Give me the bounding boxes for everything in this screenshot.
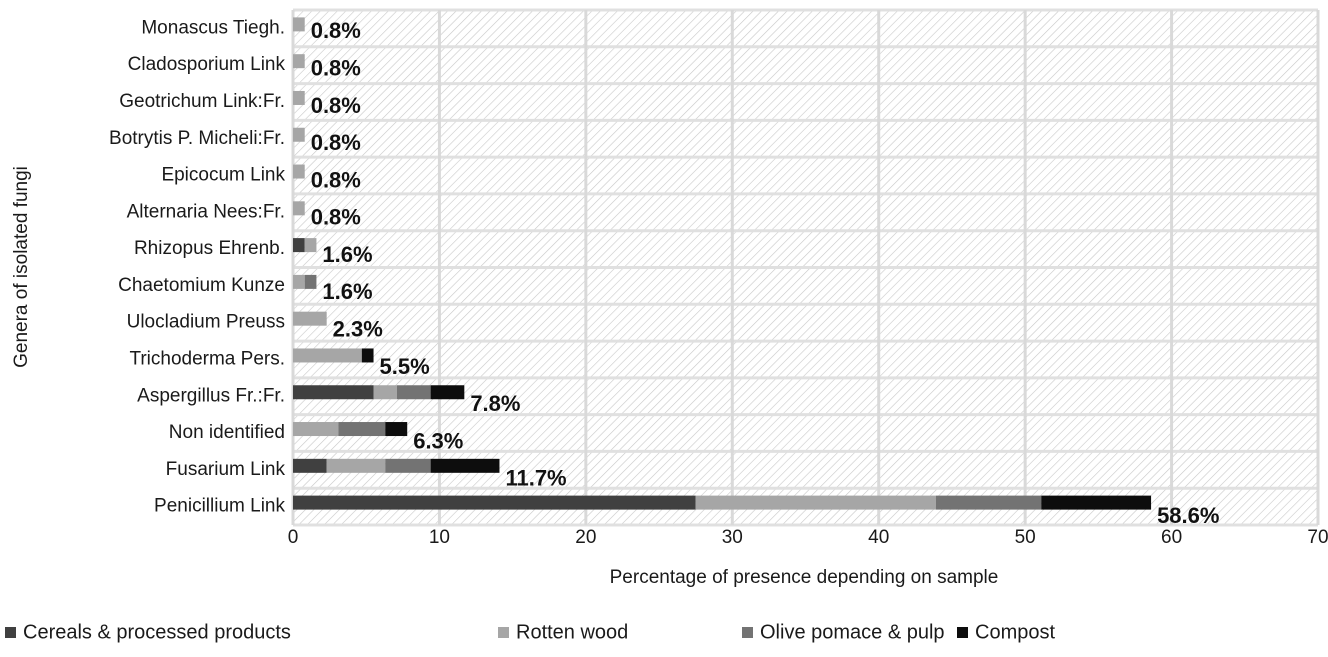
x-tick-label: 20: [575, 527, 596, 548]
bar-segment: [304, 238, 317, 253]
percent-label: 0.8%: [311, 205, 361, 230]
legend-swatch: [957, 627, 968, 638]
bar-segment: [293, 385, 374, 400]
bar-segment: [293, 274, 305, 289]
legend-label: Rotten wood: [516, 621, 628, 643]
bar-segment: [293, 458, 327, 473]
bar-segment: [304, 274, 317, 289]
y-tick-label: Rhizopus Ehrenb.: [134, 238, 285, 259]
y-axis-title: Genera of isolated fungi: [11, 166, 32, 368]
bar-segment: [293, 422, 339, 437]
percent-label: 0.8%: [311, 93, 361, 118]
y-tick-label: Aspergillus Fr.:Fr.: [137, 385, 285, 406]
bar-segment: [430, 385, 465, 400]
percent-label: 5.5%: [380, 354, 430, 379]
y-tick-label: Geotrichum Link:Fr.: [119, 91, 285, 112]
percent-label: 11.7%: [505, 466, 566, 491]
y-tick-label: Trichoderma Pers.: [129, 348, 285, 369]
y-tick-label: Cladosporium Link: [128, 54, 286, 75]
bar-segment: [361, 348, 374, 363]
y-tick-label: Ulocladium Preuss: [127, 312, 285, 333]
y-tick-label: Fusarium Link: [166, 459, 286, 480]
bar-segment: [293, 238, 305, 253]
y-tick-label: Botrytis P. Micheli:Fr.: [109, 128, 285, 149]
bar-segment: [1041, 495, 1152, 510]
percent-label: 2.3%: [333, 316, 383, 341]
bar-segment: [396, 385, 431, 400]
bar-segment: [293, 17, 305, 32]
bar-segment: [293, 90, 305, 105]
legend-swatch: [5, 627, 16, 638]
percent-label: 58.6%: [1157, 503, 1219, 528]
bar-segment: [293, 495, 696, 510]
legend-label: Compost: [975, 621, 1055, 643]
x-tick-label: 50: [1015, 527, 1036, 548]
y-tick-label: Epicocum Link: [161, 165, 285, 186]
x-tick-label: 70: [1307, 527, 1328, 548]
percent-label: 0.8%: [311, 18, 361, 43]
bar-segment: [430, 458, 500, 473]
x-tick-label: 0: [288, 527, 299, 548]
percent-label: 1.6%: [322, 242, 372, 267]
bar-segment: [695, 495, 936, 510]
x-tick-label: 30: [722, 527, 743, 548]
x-tick-label: 40: [868, 527, 889, 548]
y-tick-label: Penicillium Link: [154, 496, 285, 517]
bar-segment: [385, 422, 408, 437]
percent-label: 1.6%: [322, 279, 372, 304]
bar-segment: [293, 201, 305, 216]
bar-segment: [338, 422, 386, 437]
y-tick-label: Alternaria Nees:Fr.: [127, 201, 285, 222]
legend-label: Olive pomace & pulp: [760, 621, 945, 643]
bar-segment: [385, 458, 431, 473]
bar-segment: [293, 164, 305, 179]
x-axis-title: Percentage of presence depending on samp…: [610, 567, 999, 588]
percent-label: 0.8%: [311, 167, 361, 192]
percent-label: 6.3%: [413, 428, 463, 453]
y-tick-label: Non identified: [169, 422, 285, 443]
bar-segment: [293, 311, 327, 326]
bar-segment: [293, 348, 362, 363]
bar-segment: [326, 458, 386, 473]
y-tick-label: Monascus Tiegh.: [141, 17, 285, 38]
bar-segment: [293, 54, 305, 69]
y-tick-label: Chaetomium Kunze: [118, 275, 285, 296]
percent-label: 0.8%: [311, 55, 361, 80]
bar-segment: [373, 385, 397, 400]
x-tick-label: 60: [1161, 527, 1182, 548]
percent-label: 7.8%: [470, 391, 520, 416]
legend-swatch: [742, 627, 753, 638]
x-tick-label: 10: [429, 527, 450, 548]
percent-label: 0.8%: [311, 130, 361, 155]
bar-segment: [293, 127, 305, 142]
legend-label: Cereals & processed products: [23, 621, 291, 643]
bar-segment: [935, 495, 1042, 510]
legend-swatch: [498, 627, 509, 638]
